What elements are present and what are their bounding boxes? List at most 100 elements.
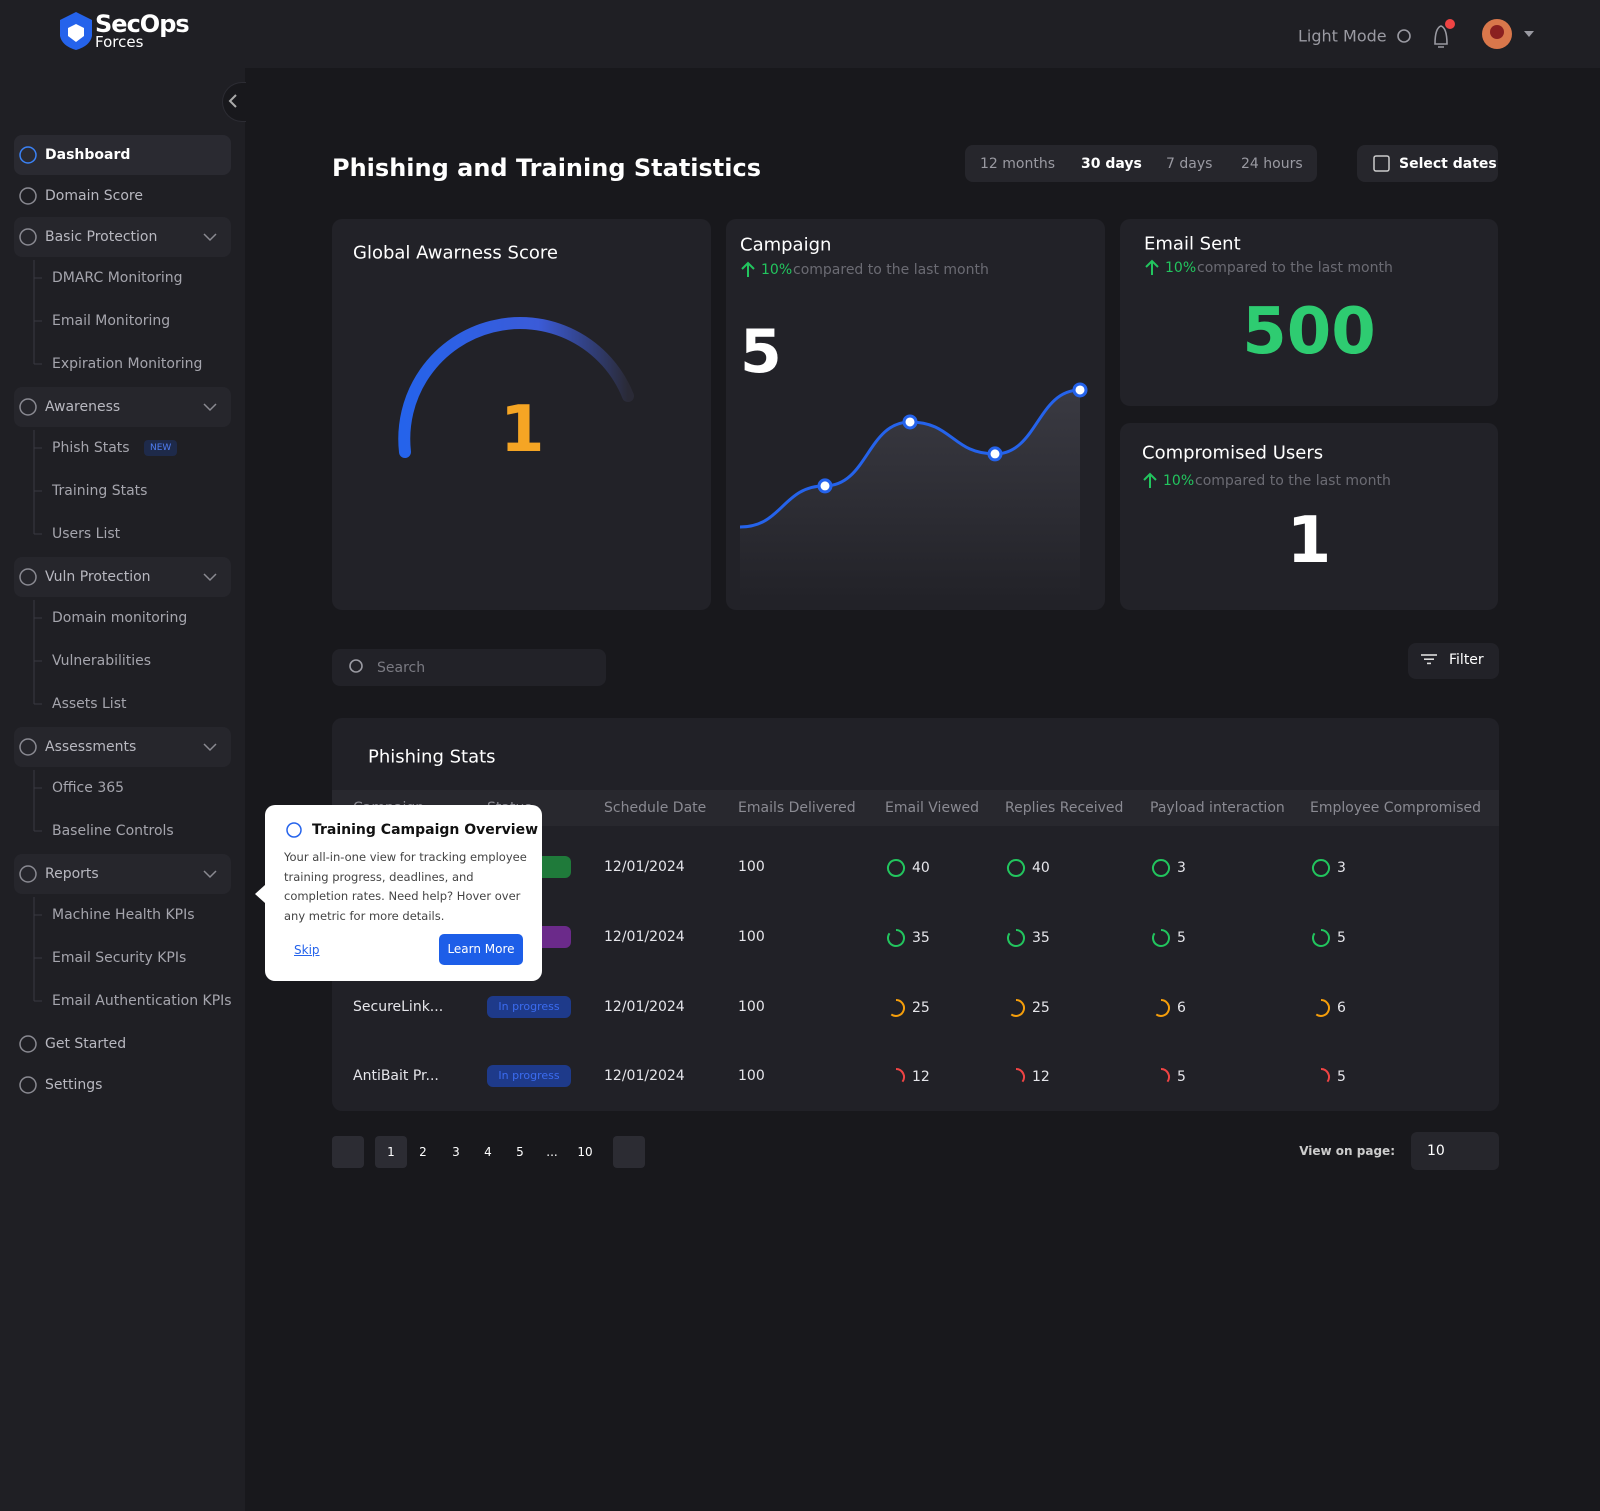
card-value: 500 [1242,295,1376,369]
group-bg [14,217,231,257]
active-item-bg [14,135,231,175]
theme-toggle[interactable]: Light Mode [1298,26,1387,46]
nav-subitem[interactable]: Baseline Controls [52,823,174,839]
tooltip-text: Your all-in-one view for tracking employ… [284,850,527,923]
change-text: compared to the last month [793,262,989,278]
page-number[interactable]: 4 [484,1145,492,1159]
page-number[interactable]: 1 [375,1136,407,1168]
nav-item[interactable]: Domain Score [45,188,143,204]
cell-metric: 12 [912,1069,930,1085]
page-number[interactable]: 3 [452,1145,460,1159]
page-number[interactable]: 10 [577,1145,593,1159]
nav-item[interactable]: Vuln Protection [45,569,151,585]
nav-subitem[interactable]: Email Authentication KPIs [52,993,232,1009]
nav-subitem[interactable]: DMARC Monitoring [52,270,183,286]
column-header: Replies Received [1005,800,1124,816]
nav-subitem[interactable]: Expiration Monitoring [52,356,203,372]
nav-item[interactable]: Dashboard [45,147,131,163]
change-text: compared to the last month [1197,260,1393,276]
avatar-caret[interactable] [1524,31,1534,37]
nav-item[interactable]: Awareness [45,399,121,415]
search-icon [349,659,363,673]
page-title: Phishing and Training Statistics [332,154,762,182]
nav-icon [19,398,37,416]
nav-subitem[interactable]: Machine Health KPIs [52,907,195,923]
nav-subitem[interactable]: Office 365 [52,780,125,796]
cell-campaign: AntiBait Pr... [353,1068,439,1084]
badge: NEW [144,440,178,456]
trend-point [902,414,918,430]
group-bg [14,557,231,597]
progress-ring [895,1068,905,1083]
logo-mark [68,24,84,42]
page-number[interactable]: 5 [516,1145,524,1159]
nav-icon [19,865,37,883]
page-number[interactable]: 2 [419,1145,427,1159]
chevron [203,870,217,879]
tooltip-action[interactable]: Learn More [439,934,523,965]
chevron [203,403,217,412]
nav-subitem[interactable]: Email Monitoring [52,313,171,329]
change-value: 10% [1163,473,1195,489]
nav-subitem[interactable]: Vulnerabilities [52,653,152,669]
progress-ring [1320,1068,1330,1083]
progress-ring [1015,1068,1025,1083]
cell-delivered: 100 [738,999,765,1015]
page-number[interactable]: ... [546,1145,558,1159]
chevron [203,573,217,582]
range-tab[interactable]: 7 days [1166,156,1213,172]
calendar-icon [1373,155,1390,172]
group-bg [14,854,231,894]
nav-subitem[interactable]: Email Security KPIs [52,950,187,966]
select-dates-button[interactable] [1357,145,1498,182]
column-header: Employee Compromised [1310,800,1481,816]
range-tab[interactable]: 24 hours [1241,156,1303,172]
prev-page[interactable] [332,1136,364,1168]
next-page[interactable] [613,1136,645,1168]
nav-icon [19,738,37,756]
cell-metric: 3 [1337,860,1346,876]
progress-ring [887,859,905,877]
progress-ring [1010,999,1025,1017]
nav-icon [19,146,37,164]
sidebar [0,68,245,1511]
tooltip-skip[interactable]: Skip [294,943,320,957]
page-size[interactable]: 10 [1427,1143,1445,1159]
trend-point [817,478,833,494]
cell-metric: 35 [1032,930,1050,946]
card [1120,219,1498,406]
card-title: Compromised Users [1142,442,1324,464]
nav-icon [19,568,37,586]
search-placeholder[interactable]: Search [377,660,426,676]
tooltip-arrow [255,885,265,903]
nav-item[interactable]: Basic Protection [45,229,158,245]
search-box[interactable] [332,649,606,686]
nav-subitem[interactable]: Assets List [52,696,127,712]
nav-subitem[interactable]: Users List [52,526,121,542]
nav-item[interactable]: Settings [45,1077,103,1093]
nav-subitem[interactable]: Domain monitoring [52,610,188,626]
filter-label[interactable]: Filter [1449,652,1484,668]
sun-icon[interactable] [1397,29,1411,43]
progress-ring [1160,1068,1170,1083]
progress-ring [887,929,905,947]
nav-subitem[interactable]: Phish Stats [52,440,130,456]
page-size-select[interactable] [1411,1132,1499,1170]
progress-ring [1152,929,1170,947]
bell-icon[interactable] [1434,25,1448,48]
range-tab[interactable]: 12 months [980,156,1055,172]
nav-item[interactable]: Reports [45,866,99,882]
up-arrow [1145,259,1159,275]
cell-metric: 5 [1177,930,1186,946]
column-header: Emails Delivered [738,800,856,816]
select-dates[interactable]: Select dates [1399,156,1497,172]
cell-metric: 6 [1337,1000,1346,1016]
nav-item[interactable]: Get Started [45,1036,127,1052]
filter-button[interactable] [1408,643,1499,679]
cell-date: 12/01/2024 [604,929,685,945]
tooltip-title: Training Campaign Overview [312,822,539,838]
range-tab[interactable]: 30 days [1081,156,1142,172]
nav-item[interactable]: Assessments [45,739,137,755]
nav-subitem[interactable]: Training Stats [52,483,148,499]
